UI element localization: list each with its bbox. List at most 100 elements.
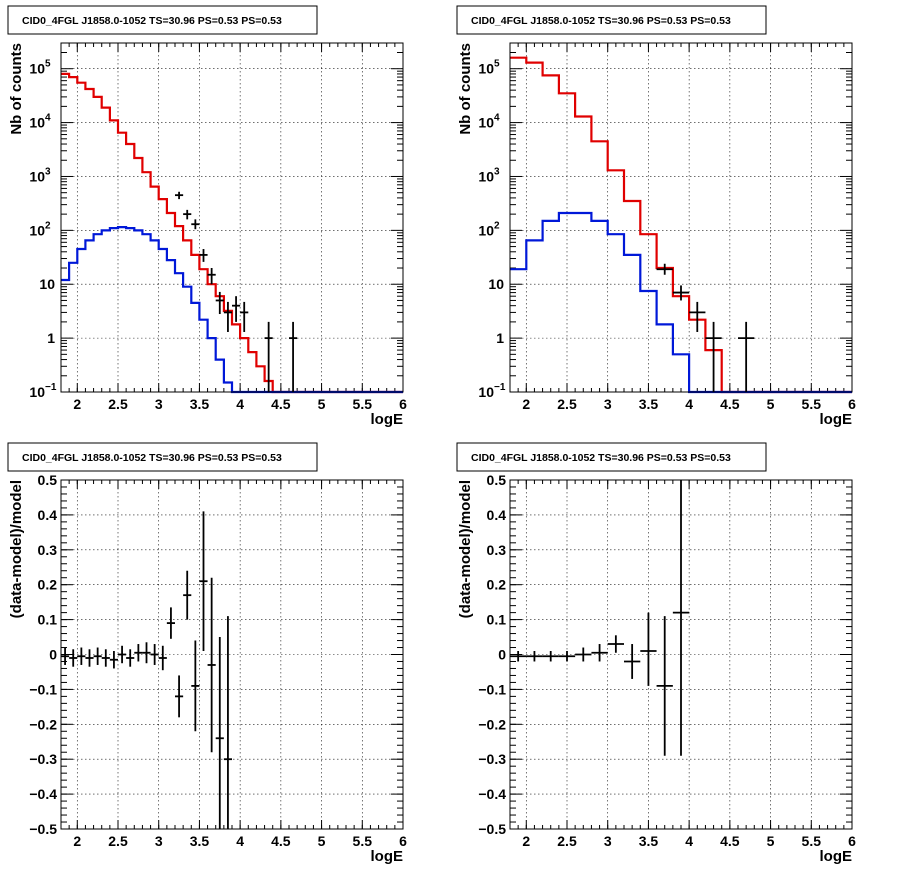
y-tick-label: −0.4 (478, 786, 506, 802)
x-tick-label: 2.5 (108, 396, 128, 412)
data-point (656, 616, 673, 756)
y-tick-label: 0.1 (38, 612, 58, 628)
x-tick-label: 4.5 (271, 833, 291, 849)
data-point (264, 321, 273, 392)
data-point (93, 647, 102, 665)
plot-area (61, 480, 403, 829)
y-axis-label: (data-model)/model (457, 480, 474, 618)
y-tick-label: 10 (488, 276, 504, 292)
data-point (175, 191, 184, 200)
data-point (207, 577, 216, 753)
data-point (223, 616, 232, 829)
y-tick-label: 10 (29, 384, 45, 400)
x-axis-label: logE (820, 848, 853, 865)
x-tick-label: 2 (522, 833, 530, 849)
x-tick-label: 6 (399, 833, 407, 849)
x-tick-label: 5.5 (802, 833, 822, 849)
data-point (77, 647, 86, 665)
data-point (61, 647, 70, 665)
y-tick-label: 0.4 (487, 507, 507, 523)
x-tick-label: 2.5 (108, 833, 128, 849)
x-tick-label: 4.5 (720, 396, 740, 412)
data-point (558, 651, 576, 662)
y-tick-label: 10 (478, 168, 494, 184)
x-tick-label: 2 (522, 396, 530, 412)
x-axis-label: logE (820, 411, 853, 428)
y-tick-label: 0 (49, 647, 57, 663)
data-point (69, 649, 78, 667)
y-tick-label: 10 (29, 115, 45, 131)
data-point (689, 301, 706, 332)
data-point (240, 301, 249, 332)
y-tick-label: 10 (29, 222, 45, 238)
x-tick-label: 5 (318, 396, 326, 412)
data-point (207, 268, 216, 285)
x-tick-label: 4 (236, 396, 244, 412)
y-tick-label: −0.4 (29, 786, 57, 802)
y-tick-label: 10 (29, 168, 45, 184)
y-tick-label: 1 (496, 330, 504, 346)
y-tick-label: −0.3 (478, 751, 506, 767)
x-axis-label: logE (371, 848, 404, 865)
data-point (118, 645, 127, 664)
x-tick-label: 4.5 (271, 396, 291, 412)
chart-title: CID0_4FGL J1858.0-1052 TS=30.96 PS=0.53 … (471, 15, 731, 27)
x-tick-label: 3.5 (190, 833, 210, 849)
y-axis-label: (data-model)/model (8, 480, 25, 618)
data-point (672, 480, 690, 756)
y-tick-label: −0.5 (29, 821, 57, 837)
plot-frame (60, 479, 404, 830)
y-tick-label: 0.5 (487, 472, 507, 488)
x-tick-label: 5.5 (353, 833, 373, 849)
x-tick-label: 3.5 (639, 833, 659, 849)
x-tick-label: 3.5 (190, 396, 210, 412)
data-point (232, 296, 241, 322)
x-tick-label: 5 (767, 396, 775, 412)
data-point (191, 219, 200, 230)
plot-frame (509, 42, 853, 393)
plot-area (510, 43, 852, 392)
y-tick-exponent: −1 (494, 382, 506, 393)
x-axis-label: logE (371, 411, 404, 428)
title-box (7, 5, 318, 35)
x-tick-label: 2 (73, 396, 81, 412)
data-point (126, 649, 135, 667)
x-tick-label: 6 (848, 833, 856, 849)
data-point (542, 651, 559, 662)
title-box (456, 442, 767, 472)
x-tick-label: 3 (155, 833, 163, 849)
data-point (175, 675, 184, 718)
data-point (591, 644, 608, 662)
data-point (575, 647, 592, 662)
data-point (738, 321, 755, 392)
data-point (607, 635, 624, 653)
y-tick-label: −0.1 (478, 681, 506, 697)
x-tick-label: 6 (399, 396, 407, 412)
plot-frame (60, 42, 404, 393)
data-point (101, 649, 110, 667)
x-tick-label: 5.5 (353, 396, 373, 412)
y-axis-label: Nb of counts (457, 43, 474, 135)
x-tick-label: 2.5 (557, 833, 577, 849)
x-tick-label: 2.5 (557, 396, 577, 412)
y-tick-label: −0.5 (478, 821, 506, 837)
x-tick-label: 4 (685, 396, 693, 412)
data-point (183, 570, 192, 620)
data-point (191, 640, 200, 732)
y-tick-label: −0.2 (29, 716, 57, 732)
y-tick-label: 0 (498, 647, 506, 663)
y-tick-exponent: 3 (45, 166, 51, 177)
x-tick-label: 2 (73, 833, 81, 849)
data-point (656, 263, 673, 275)
x-tick-label: 4 (685, 833, 693, 849)
data-point (199, 249, 208, 262)
panel-counts-right: CID0_4FGL J1858.0-1052 TS=30.96 PS=0.53 … (456, 5, 856, 428)
data-point (109, 651, 118, 669)
data-point (150, 644, 159, 665)
chart-title: CID0_4FGL J1858.0-1052 TS=30.96 PS=0.53 … (22, 452, 282, 464)
data-point (223, 301, 232, 332)
data-point (142, 642, 151, 664)
x-tick-label: 5 (767, 833, 775, 849)
panel-residuals-left: CID0_4FGL J1858.0-1052 TS=30.96 PS=0.53 … (7, 442, 407, 865)
y-axis-label: Nb of counts (8, 43, 25, 135)
